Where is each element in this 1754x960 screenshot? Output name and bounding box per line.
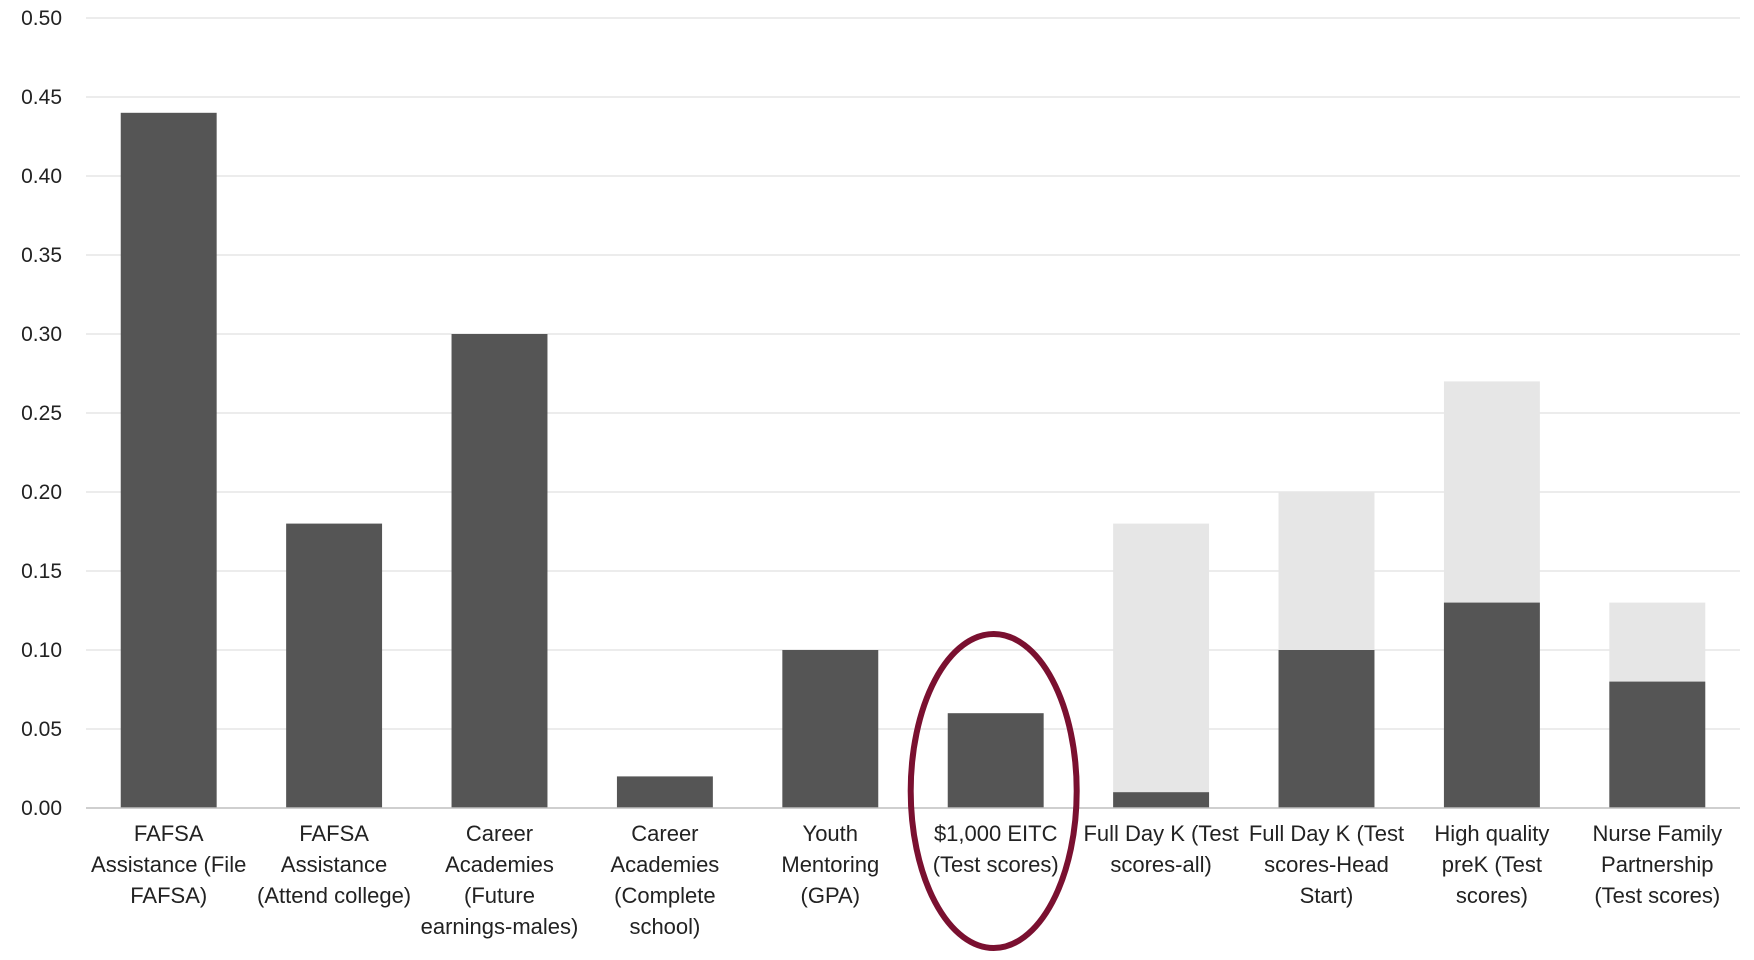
category-label-line: (GPA) bbox=[801, 883, 860, 908]
category-label-line: school) bbox=[629, 914, 700, 939]
category-label-3: Career Academies (Complete school) bbox=[610, 821, 719, 939]
y-tick-label: 0.15 bbox=[21, 560, 62, 583]
bar-primary-8 bbox=[1443, 602, 1540, 808]
category-label-line: Mentoring bbox=[781, 852, 879, 877]
annotations bbox=[907, 631, 1080, 951]
category-label-line: Career bbox=[631, 821, 698, 846]
category-label-line: (Complete bbox=[614, 883, 715, 908]
category-label-line: FAFSA bbox=[299, 821, 369, 846]
category-label-line: Nurse Family bbox=[1593, 821, 1723, 846]
category-label-1: FAFSA Assistance (Attend college) bbox=[257, 821, 411, 908]
bar-primary-7 bbox=[1278, 650, 1375, 808]
category-label-line: Academies bbox=[445, 852, 554, 877]
category-label-line: (Future bbox=[464, 883, 535, 908]
category-label-7: Full Day K (Test scores-Head Start) bbox=[1249, 821, 1404, 908]
category-label-line: Full Day K (Test bbox=[1083, 821, 1238, 846]
y-tick-label: 0.45 bbox=[21, 86, 62, 109]
category-label-0: FAFSA Assistance (File FAFSA) bbox=[91, 821, 246, 908]
bar-primary-3 bbox=[616, 776, 713, 808]
bar-primary-1 bbox=[286, 523, 383, 808]
x-axis-category-labels: FAFSA Assistance (File FAFSA) FAFSA Assistan… bbox=[91, 821, 1722, 939]
category-label-line: Assistance (File bbox=[91, 852, 246, 877]
category-label-9: Nurse Family Partnership (Test scores) bbox=[1593, 821, 1723, 908]
category-label-line: (Test scores) bbox=[1594, 883, 1720, 908]
category-label-line: $1,000 EITC bbox=[934, 821, 1058, 846]
bar-secondary-6 bbox=[1113, 523, 1210, 808]
category-label-line: Start) bbox=[1300, 883, 1354, 908]
bar-primary-6 bbox=[1113, 792, 1210, 808]
bar-primary-4 bbox=[782, 650, 879, 808]
category-label-line: (Attend college) bbox=[257, 883, 411, 908]
bar-primary-5 bbox=[947, 713, 1044, 808]
bar-primary-0 bbox=[120, 112, 217, 809]
category-label-line: Assistance bbox=[281, 852, 387, 877]
category-label-line: scores-Head bbox=[1264, 852, 1389, 877]
highlight-ellipse bbox=[907, 631, 1080, 951]
y-tick-label: 0.35 bbox=[21, 244, 62, 267]
category-label-line: preK (Test bbox=[1442, 852, 1542, 877]
y-axis-tick-labels: 0.00 0.05 0.10 0.15 0.20 0.25 0.30 0.35 0.40 0.45… bbox=[21, 7, 62, 820]
category-label-8: High quality preK (Test scores) bbox=[1434, 821, 1549, 908]
category-label-line: scores-all) bbox=[1110, 852, 1211, 877]
y-tick-label: 0.20 bbox=[21, 481, 62, 504]
category-label-line: Academies bbox=[610, 852, 719, 877]
category-label-line: earnings-males) bbox=[421, 914, 579, 939]
y-tick-label: 0.00 bbox=[21, 797, 62, 820]
category-label-line: Youth bbox=[803, 821, 858, 846]
category-label-line: Career bbox=[466, 821, 533, 846]
bars bbox=[120, 112, 1706, 809]
y-tick-label: 0.40 bbox=[21, 165, 62, 188]
y-tick-label: 0.30 bbox=[21, 323, 62, 346]
category-label-6: Full Day K (Test scores-all) bbox=[1083, 821, 1238, 877]
y-tick-label: 0.50 bbox=[21, 7, 62, 30]
category-label-line: FAFSA) bbox=[130, 883, 207, 908]
y-tick-label: 0.10 bbox=[21, 639, 62, 662]
category-label-line: scores) bbox=[1456, 883, 1528, 908]
category-label-line: High quality bbox=[1434, 821, 1549, 846]
category-label-4: Youth Mentoring (GPA) bbox=[781, 821, 879, 908]
y-tick-label: 0.25 bbox=[21, 402, 62, 425]
y-tick-label: 0.05 bbox=[21, 718, 62, 741]
category-label-5: $1,000 EITC (Test scores) bbox=[933, 821, 1059, 877]
category-label-line: Full Day K (Test bbox=[1249, 821, 1404, 846]
category-label-line: Partnership bbox=[1601, 852, 1714, 877]
bar-primary-9 bbox=[1609, 681, 1706, 808]
bar-primary-2 bbox=[451, 334, 548, 808]
category-label-line: FAFSA bbox=[134, 821, 204, 846]
category-label-line: (Test scores) bbox=[933, 852, 1059, 877]
category-label-2: Career Academies (Future earnings-males) bbox=[421, 821, 579, 939]
